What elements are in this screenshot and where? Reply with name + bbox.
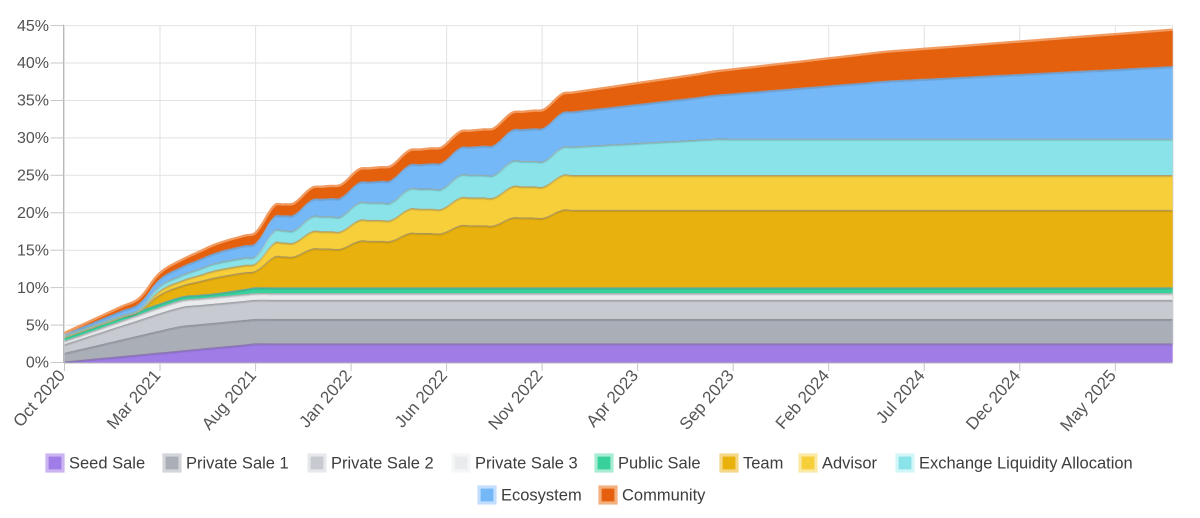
svg-text:May 2025: May 2025 <box>1056 366 1119 435</box>
svg-text:Community: Community <box>622 487 706 505</box>
svg-text:45%: 45% <box>17 18 49 35</box>
svg-text:40%: 40% <box>17 55 49 72</box>
svg-text:Advisor: Advisor <box>822 455 878 473</box>
svg-text:10%: 10% <box>17 280 49 297</box>
svg-text:15%: 15% <box>17 242 49 259</box>
svg-text:5%: 5% <box>26 317 49 334</box>
svg-text:Private Sale 3: Private Sale 3 <box>475 455 578 473</box>
svg-text:Private Sale 1: Private Sale 1 <box>186 455 289 473</box>
svg-text:20%: 20% <box>17 205 49 222</box>
svg-text:Jul 2024: Jul 2024 <box>872 366 929 427</box>
svg-text:Apr 2023: Apr 2023 <box>583 366 643 431</box>
svg-text:Private Sale 2: Private Sale 2 <box>331 455 434 473</box>
svg-text:Seed Sale: Seed Sale <box>69 455 145 473</box>
svg-text:25%: 25% <box>17 168 49 185</box>
svg-text:0%: 0% <box>26 355 49 372</box>
svg-text:Feb 2024: Feb 2024 <box>772 366 833 433</box>
svg-text:Sep 2023: Sep 2023 <box>676 366 738 433</box>
svg-text:Exchange Liquidity Allocation: Exchange Liquidity Allocation <box>919 455 1133 473</box>
svg-text:Mar 2021: Mar 2021 <box>103 366 164 433</box>
svg-text:Aug 2021: Aug 2021 <box>198 366 260 433</box>
svg-text:Public Sale: Public Sale <box>618 455 701 473</box>
svg-text:Oct 2020: Oct 2020 <box>9 366 69 431</box>
svg-text:Ecosystem: Ecosystem <box>501 487 582 505</box>
svg-text:35%: 35% <box>17 93 49 110</box>
svg-text:Jun 2022: Jun 2022 <box>391 366 451 431</box>
svg-text:30%: 30% <box>17 130 49 147</box>
svg-text:Nov 2022: Nov 2022 <box>485 366 547 433</box>
svg-text:Jan 2022: Jan 2022 <box>295 366 355 431</box>
svg-text:Dec 2024: Dec 2024 <box>962 366 1024 433</box>
svg-text:Team: Team <box>743 455 783 473</box>
